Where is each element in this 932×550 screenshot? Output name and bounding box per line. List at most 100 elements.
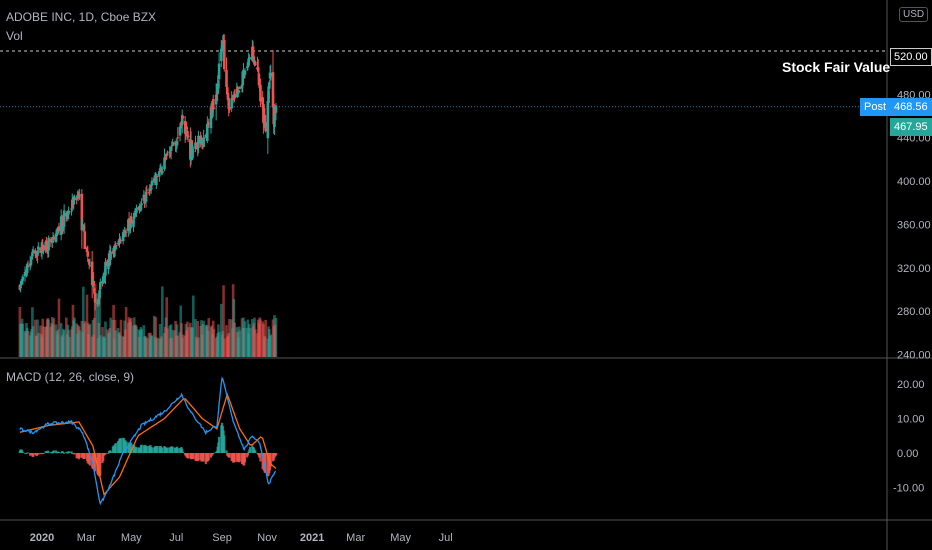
volume-bar xyxy=(186,327,190,357)
macd-histogram-bar xyxy=(107,453,110,454)
candle-body xyxy=(266,101,270,139)
volume-bar xyxy=(112,304,115,357)
candle-body xyxy=(67,210,70,212)
candle-body xyxy=(190,140,194,156)
time-tick-label: Mar xyxy=(346,532,365,544)
time-tick-label: Sep xyxy=(212,532,232,544)
macd-histogram-bar xyxy=(32,453,35,458)
candle-body xyxy=(119,240,123,242)
volume-bar xyxy=(62,330,66,357)
candle-body xyxy=(20,279,24,283)
volume-bar xyxy=(165,297,169,357)
candle-body xyxy=(77,194,81,196)
volume-bar xyxy=(217,331,221,357)
candle-body xyxy=(214,94,218,105)
candle-body xyxy=(31,249,35,253)
macd-histogram-bar xyxy=(57,452,61,453)
candle-body xyxy=(101,276,105,284)
macd-histogram-bar xyxy=(211,453,214,455)
candle-body xyxy=(144,191,148,202)
currency-button[interactable]: USD xyxy=(899,7,929,22)
candle-body xyxy=(145,189,149,191)
candle-body xyxy=(87,259,90,261)
candle-body xyxy=(98,290,101,299)
candle-body xyxy=(207,123,211,125)
candle-body xyxy=(176,137,180,139)
macd-histogram-bar xyxy=(212,452,216,454)
candle-body xyxy=(175,141,179,146)
candle-body xyxy=(226,92,230,101)
macd-histogram-bar xyxy=(37,453,40,455)
candle-body xyxy=(160,170,164,174)
candle-body xyxy=(186,131,189,137)
macd-label: MACD (12, 26, close, 9) xyxy=(6,370,135,384)
candle-body xyxy=(140,203,143,206)
macd-histogram-bar xyxy=(156,445,159,453)
candle-body xyxy=(118,238,122,240)
macd-histogram-bar xyxy=(233,453,236,463)
macd-histogram-bar xyxy=(238,453,241,462)
candle-body xyxy=(61,219,64,228)
volume-bar xyxy=(253,329,257,357)
volume-bar xyxy=(264,319,267,357)
candle-body xyxy=(85,247,89,253)
candle-body xyxy=(42,245,45,250)
candle-body xyxy=(237,90,241,93)
candle-body xyxy=(96,299,100,303)
macd-histogram-bar xyxy=(246,453,250,456)
macd-histogram-bar xyxy=(254,450,257,453)
macd-histogram-bar xyxy=(150,447,154,453)
candle-body xyxy=(135,207,138,213)
candle-body xyxy=(113,246,116,257)
candle-body xyxy=(271,72,275,108)
last-price-tag: 467.95 xyxy=(890,118,932,136)
volume-bar xyxy=(88,323,92,357)
macd-histogram-bar xyxy=(243,453,247,463)
candle-body xyxy=(26,265,30,268)
candle-body xyxy=(87,261,91,265)
macd-histogram-bar xyxy=(78,453,81,458)
macd-histogram-bar xyxy=(60,452,63,454)
candle-body xyxy=(212,107,216,109)
volume-bar xyxy=(207,317,211,357)
volume-bar xyxy=(150,335,154,357)
macd-histogram-bar xyxy=(94,453,97,472)
candle-body xyxy=(82,226,86,228)
volume-bar xyxy=(238,330,242,357)
macd-histogram-bar xyxy=(109,450,112,453)
candle-body xyxy=(155,177,158,186)
candle-body xyxy=(21,276,25,281)
candle-body xyxy=(37,246,40,250)
candle-body xyxy=(160,168,163,173)
macd-histogram-bar xyxy=(51,452,54,454)
volume-bar xyxy=(171,329,174,357)
candle-body xyxy=(86,251,90,257)
symbol-title: ADOBE INC, 1D, Cboe BZX xyxy=(6,10,157,24)
macd-histogram-bar xyxy=(181,451,185,453)
macd-histogram-bar xyxy=(274,453,278,456)
price-tick-label: 320.00 xyxy=(897,263,931,275)
candle-body xyxy=(70,208,73,210)
candle-body xyxy=(23,271,27,277)
candle-body xyxy=(29,260,33,265)
macd-histogram-bar xyxy=(29,453,32,456)
candle-body xyxy=(39,247,42,253)
macd-histogram-bar xyxy=(202,453,205,462)
candle-body xyxy=(268,82,271,89)
candle-body xyxy=(166,154,169,156)
macd-histogram-bar xyxy=(259,453,262,462)
time-tick-label: May xyxy=(121,532,142,544)
candle-body xyxy=(30,256,33,260)
candle-body xyxy=(238,87,242,89)
candle-body xyxy=(243,70,247,75)
post-price-tag: 468.56 xyxy=(890,98,932,116)
macd-histogram-bar xyxy=(68,451,71,453)
volume-bar xyxy=(47,319,50,357)
volume-bar xyxy=(176,335,180,357)
candle-body xyxy=(164,155,168,159)
candle-body xyxy=(183,120,187,134)
candle-body xyxy=(202,137,205,147)
macd-histogram-bar xyxy=(187,453,190,459)
candle-body xyxy=(59,216,63,235)
